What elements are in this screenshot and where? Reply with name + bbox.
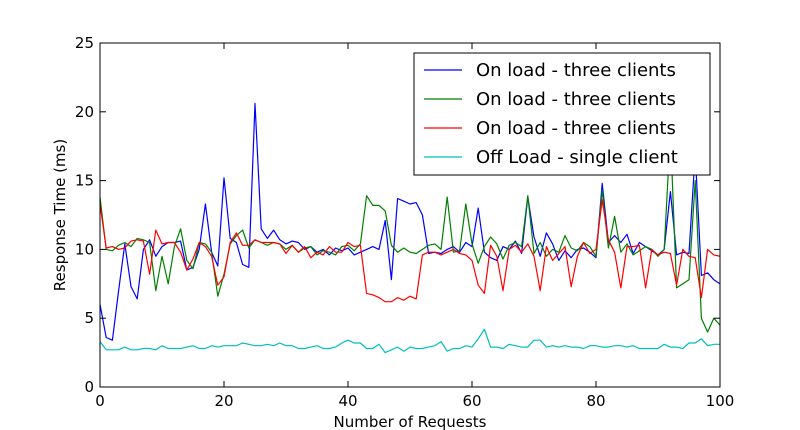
series-line-4	[100, 328, 720, 354]
legend-box	[413, 52, 711, 176]
series-line-1	[100, 102, 720, 341]
series-line-2	[100, 131, 720, 333]
plot-area-frame	[99, 42, 721, 388]
x-tick-label: 80	[586, 392, 605, 410]
y-tick-label: 15	[75, 172, 94, 190]
legend-label-4: Off Load - single client	[476, 147, 678, 168]
series-lines	[100, 102, 720, 354]
y-tick-label: 0	[84, 378, 94, 396]
axis-ticks: 0 20 40 60 80 100 0 5 10 15 20 25	[75, 34, 734, 410]
legend-label-3: On load - three clients	[476, 118, 676, 139]
legend-label-1: On load - three clients	[476, 60, 676, 81]
legend: On load - three clients On load - three c…	[413, 52, 711, 176]
y-axis-label: Response Time (ms)	[51, 139, 69, 291]
x-tick-label: 0	[95, 392, 105, 410]
y-tick-label: 20	[75, 103, 94, 121]
x-tick-label: 60	[462, 392, 481, 410]
x-tick-label: 40	[338, 392, 357, 410]
series-line-3	[100, 199, 720, 303]
legend-label-2: On load - three clients	[476, 89, 676, 110]
x-axis-label: Number of Requests	[334, 413, 487, 430]
y-tick-label: 5	[84, 309, 94, 327]
x-tick-label: 20	[214, 392, 233, 410]
y-tick-label: 25	[75, 34, 94, 52]
y-tick-label: 10	[75, 240, 94, 258]
x-tick-label: 100	[706, 392, 735, 410]
